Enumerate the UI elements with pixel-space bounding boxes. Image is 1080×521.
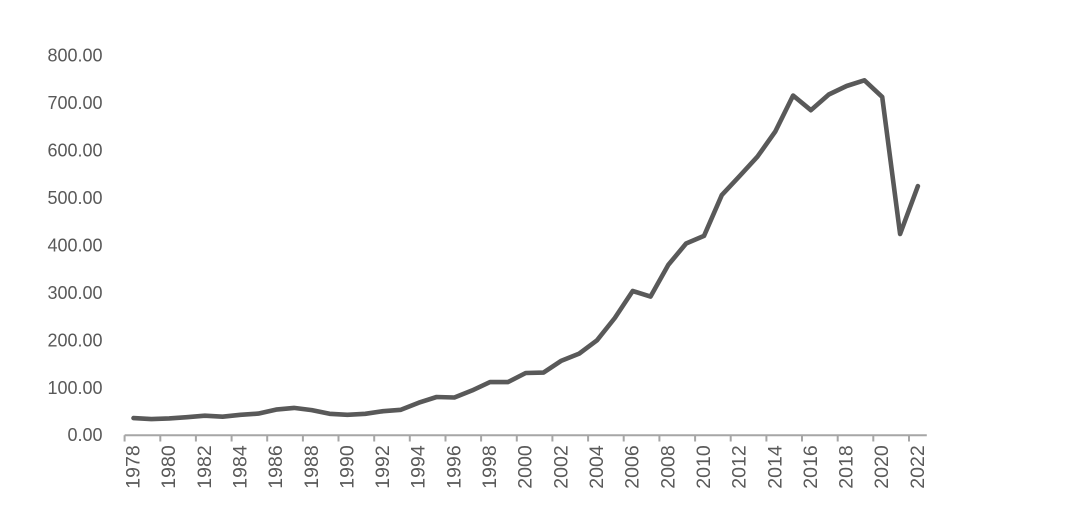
svg-text:1986: 1986 xyxy=(265,445,287,488)
svg-text:2010: 2010 xyxy=(693,445,715,489)
svg-text:1996: 1996 xyxy=(443,445,465,488)
svg-text:2018: 2018 xyxy=(836,445,858,488)
svg-text:2012: 2012 xyxy=(729,445,751,488)
svg-text:100.00: 100.00 xyxy=(47,378,102,398)
svg-text:2008: 2008 xyxy=(657,445,679,488)
svg-text:2000: 2000 xyxy=(515,445,537,489)
svg-text:800.00: 800.00 xyxy=(47,46,102,66)
svg-text:1978: 1978 xyxy=(123,445,145,488)
svg-text:2004: 2004 xyxy=(586,445,608,489)
svg-text:1992: 1992 xyxy=(372,445,394,488)
svg-text:2022: 2022 xyxy=(907,445,929,488)
svg-text:300.00: 300.00 xyxy=(47,283,102,303)
svg-text:1984: 1984 xyxy=(230,445,252,489)
svg-text:1990: 1990 xyxy=(336,445,358,489)
svg-text:1998: 1998 xyxy=(479,445,501,488)
svg-text:1988: 1988 xyxy=(301,445,323,488)
svg-text:200.00: 200.00 xyxy=(47,330,102,350)
svg-text:2020: 2020 xyxy=(871,445,893,489)
svg-text:400.00: 400.00 xyxy=(47,235,102,255)
svg-text:2002: 2002 xyxy=(550,445,572,488)
svg-text:700.00: 700.00 xyxy=(47,93,102,113)
svg-text:2006: 2006 xyxy=(622,445,644,488)
svg-text:2016: 2016 xyxy=(800,445,822,488)
svg-text:600.00: 600.00 xyxy=(47,141,102,161)
svg-text:2014: 2014 xyxy=(764,445,786,489)
svg-text:500.00: 500.00 xyxy=(47,188,102,208)
svg-text:1980: 1980 xyxy=(158,445,180,489)
svg-text:0.00: 0.00 xyxy=(67,425,102,445)
svg-text:1982: 1982 xyxy=(194,445,216,488)
svg-text:1994: 1994 xyxy=(408,445,430,489)
